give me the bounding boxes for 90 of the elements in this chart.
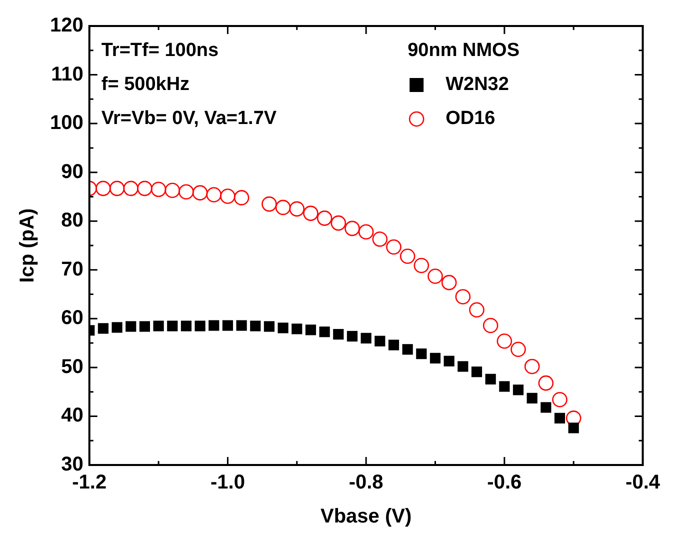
point: [499, 381, 510, 392]
point: [316, 210, 332, 226]
point: [330, 215, 346, 231]
point: [96, 180, 111, 196]
point: [458, 361, 468, 372]
point: [455, 289, 471, 304]
point: [510, 342, 526, 358]
point: [192, 185, 208, 200]
point: [469, 302, 484, 318]
point: [402, 344, 413, 355]
point: [388, 340, 400, 350]
legend-label: OD16: [446, 108, 496, 130]
point: [344, 220, 360, 236]
point: [496, 333, 512, 349]
point: [360, 332, 372, 344]
point: [414, 258, 430, 274]
point: [275, 200, 291, 216]
point: [208, 320, 220, 331]
point: [234, 190, 250, 206]
y-tick-label: 80: [61, 210, 84, 232]
y-tick-label: 100: [50, 112, 84, 134]
x-tick-label: -0.4: [626, 472, 661, 494]
point: [250, 320, 261, 332]
y-tick-label: 60: [61, 307, 84, 330]
point: [319, 326, 330, 338]
point: [346, 330, 358, 342]
y-tick-label: 70: [61, 258, 84, 280]
annotation: Vr=Vb= 0V, Va=1.7V: [101, 108, 277, 130]
point: [568, 422, 579, 434]
point: [524, 358, 540, 374]
y-tick-label: 110: [51, 63, 84, 86]
point: [471, 366, 482, 378]
point: [374, 336, 386, 346]
point: [303, 206, 318, 221]
y-tick-label: 40: [61, 404, 84, 427]
point: [386, 239, 402, 255]
point: [333, 328, 344, 340]
point: [178, 184, 194, 200]
point: [262, 196, 277, 212]
point: [139, 321, 150, 332]
point: [444, 356, 454, 366]
x-tick-label: -0.6: [487, 472, 522, 494]
point: [305, 324, 316, 336]
y-tick-label: 90: [61, 160, 84, 183]
point: [372, 232, 388, 247]
point: [485, 374, 496, 384]
point: [180, 320, 192, 332]
point: [554, 412, 566, 424]
point: [482, 318, 498, 334]
point: [278, 322, 288, 334]
y-tick-label: 50: [61, 356, 84, 378]
point: [206, 187, 222, 202]
point: [552, 392, 568, 408]
point: [123, 180, 139, 196]
point: [150, 182, 166, 198]
point: [538, 375, 554, 391]
y-axis-title: Icp (pA): [16, 208, 39, 283]
point: [98, 323, 109, 334]
point: [540, 402, 552, 413]
annotation: f= 500kHz: [101, 74, 190, 96]
x-axis-title: Vbase (V): [320, 506, 412, 528]
point: [428, 268, 443, 284]
point: [566, 410, 582, 426]
point: [416, 348, 427, 360]
point: [126, 321, 136, 332]
annotation: Tr=Tf= 100ns: [101, 40, 219, 62]
point: [112, 322, 122, 333]
y-tick-label: 120: [50, 14, 84, 37]
legend-title: 90nm NMOS: [408, 40, 520, 62]
point: [137, 180, 152, 196]
point: [441, 274, 457, 290]
point: [292, 324, 302, 334]
point: [222, 320, 234, 331]
point: [430, 352, 441, 364]
x-tick-label: -0.8: [348, 472, 384, 494]
x-tick-label: -1.0: [210, 472, 245, 494]
point: [194, 320, 206, 332]
point: [236, 320, 247, 331]
point: [400, 248, 416, 264]
point: [512, 384, 524, 396]
legend-label: W2N32: [446, 74, 509, 96]
point: [153, 320, 164, 332]
point: [167, 320, 178, 332]
point: [526, 392, 538, 404]
point: [164, 182, 180, 198]
point: [264, 321, 275, 332]
point: [289, 201, 305, 217]
point: [220, 188, 236, 204]
point: [358, 224, 374, 240]
point: [109, 180, 125, 196]
